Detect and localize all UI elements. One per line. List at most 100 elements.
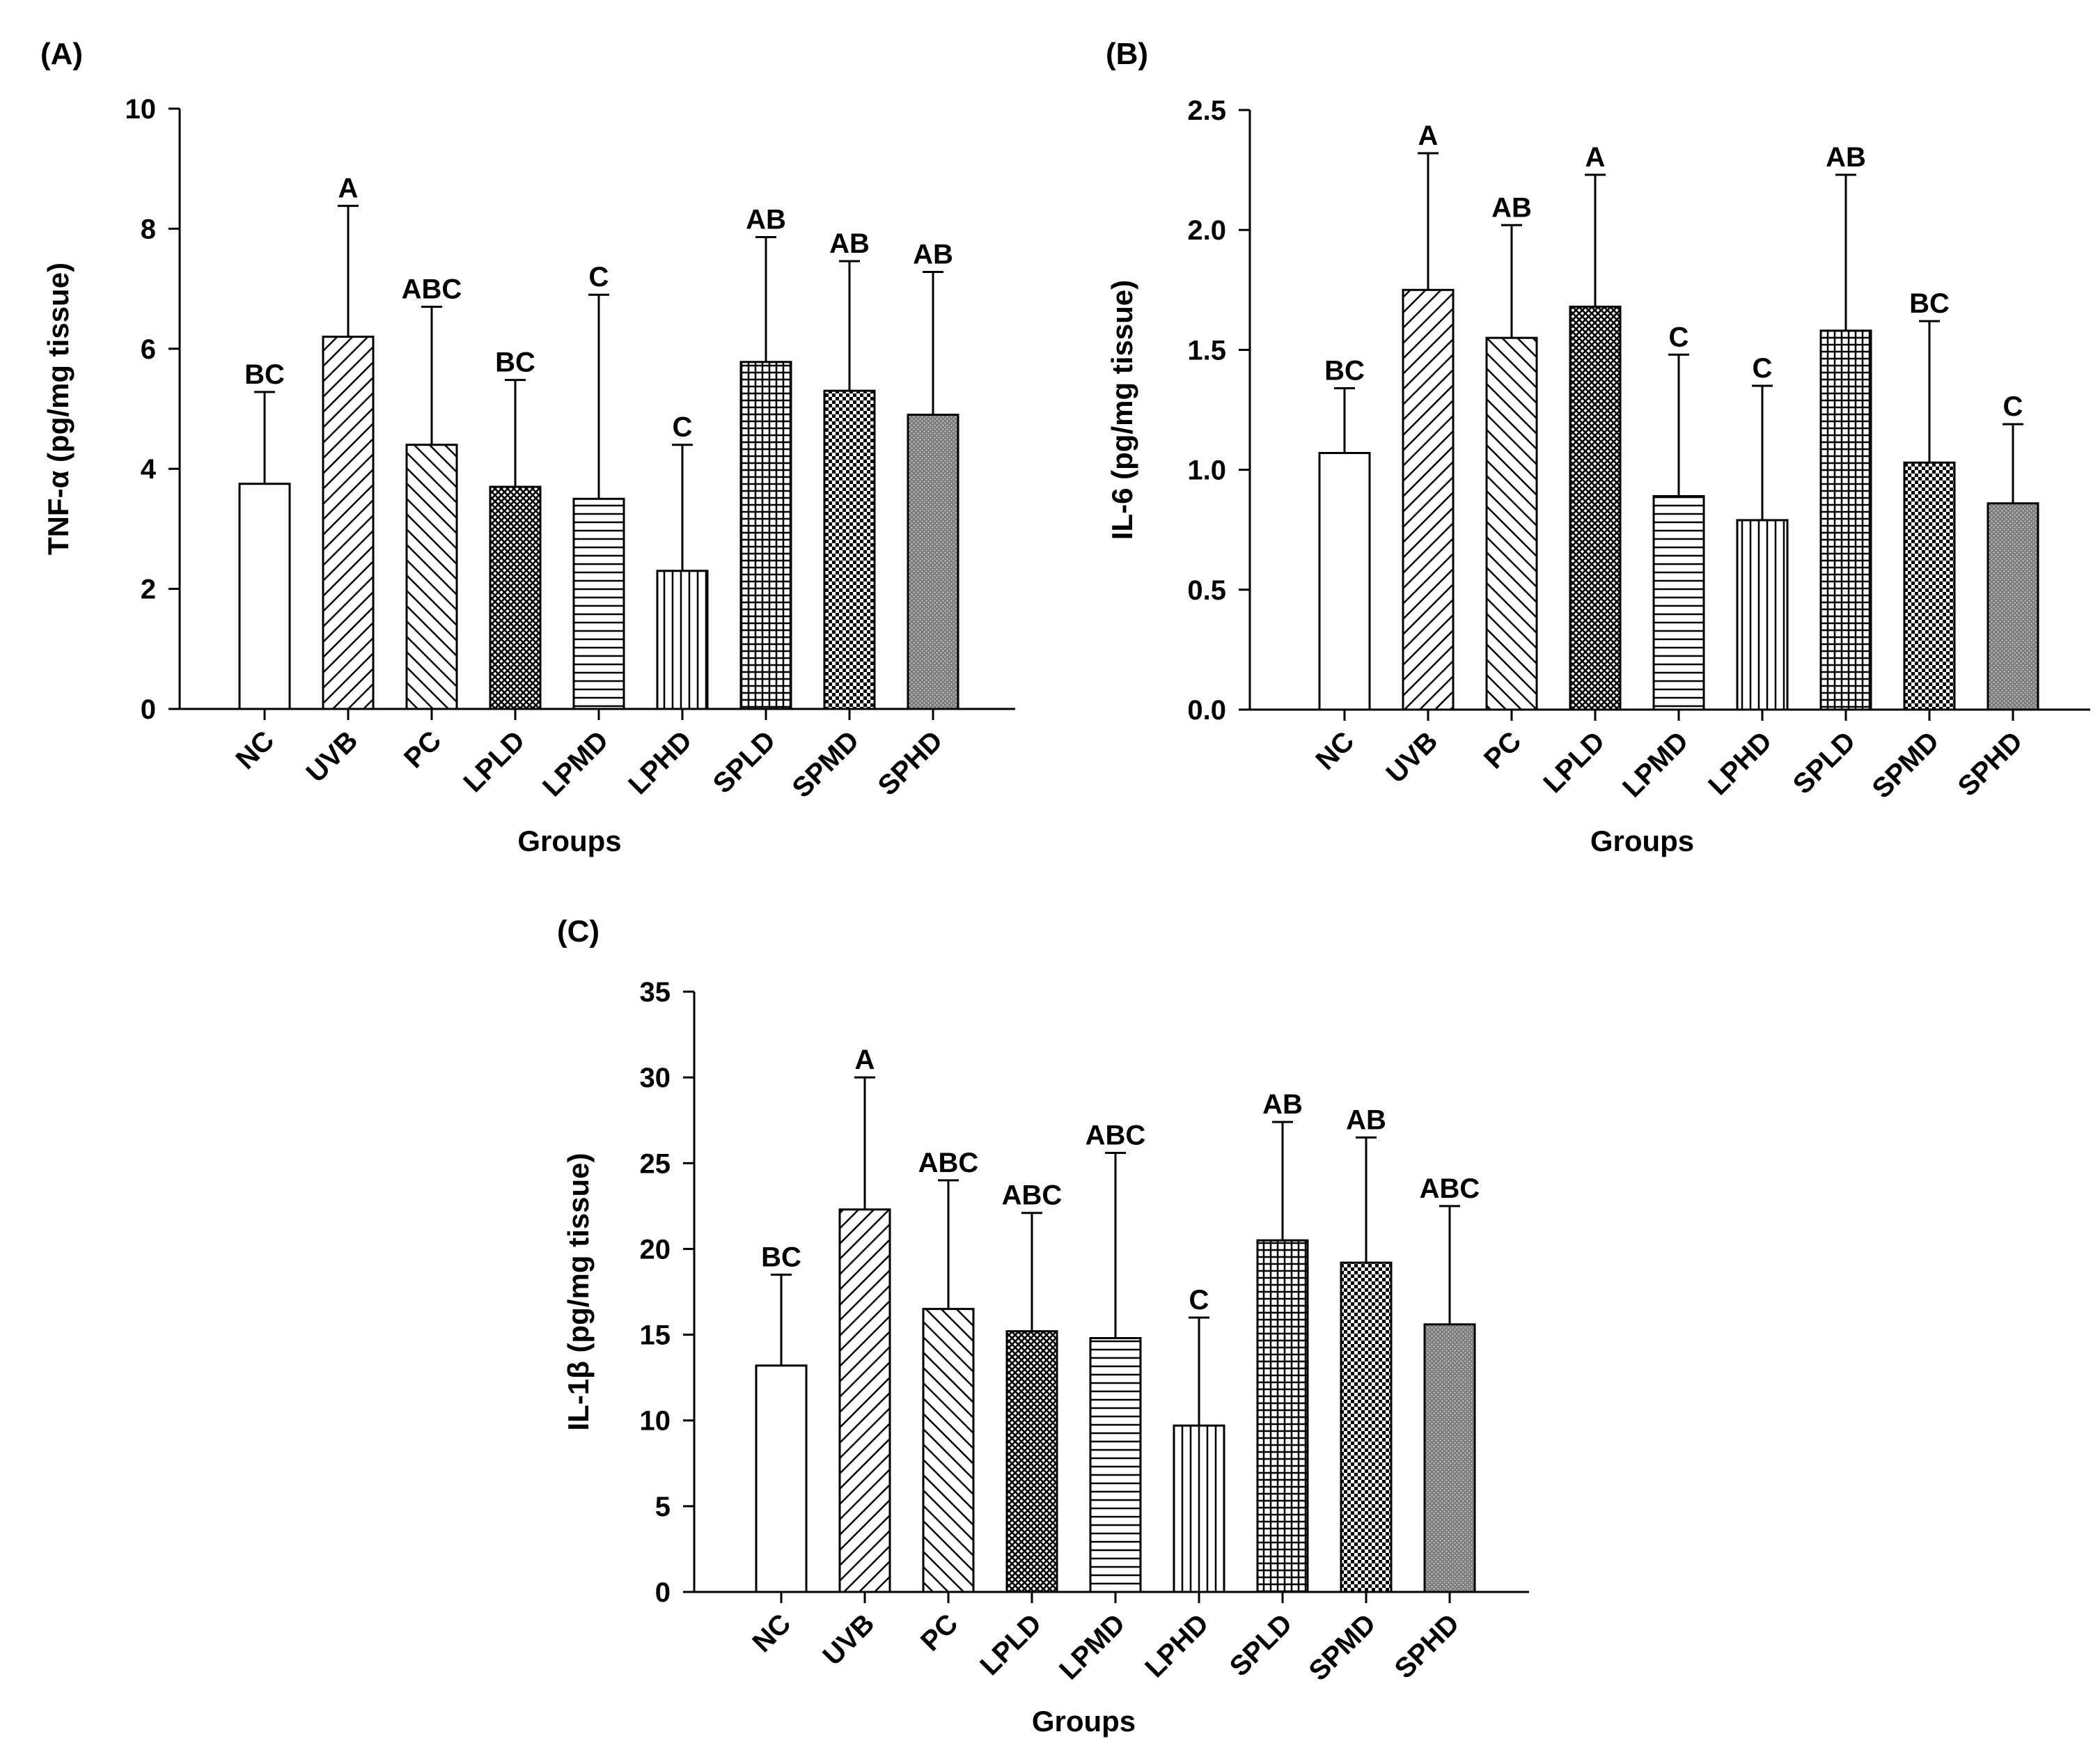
bar-lpmd [572,497,625,710]
significance-label: C [1669,322,1689,352]
significance-label: BC [761,1242,801,1272]
x-tick-label: LPHD [1139,1608,1214,1683]
x-tick-label: PC [1478,726,1527,774]
bar-lphd [1173,1424,1225,1593]
y-tick-label: 0.0 [1187,695,1226,726]
y-tick-label: 1.0 [1187,455,1226,486]
x-tick-label: LPMD [1617,726,1694,803]
significance-label: ABC [1086,1120,1146,1151]
bar-spld [739,361,792,710]
bar-spmd [1903,461,1956,711]
bar-pc [405,444,458,710]
x-tick-label: LPHD [622,725,698,800]
bar-pc [922,1308,975,1593]
significance-label: AB [1826,142,1866,173]
y-tick-label: 35 [640,977,671,1008]
significance-label: AB [746,204,786,235]
bar-sphd [1987,502,2039,711]
bar-lphd [1736,519,1789,711]
y-tick-label: 0 [141,694,156,725]
significance-label: ABC [1420,1173,1480,1204]
y-tick-label: 5 [655,1492,671,1522]
y-tick-label: 10 [640,1406,671,1437]
bar-uvb [322,336,375,710]
bar-nc [238,483,291,710]
y-tick-label: 2.5 [1187,95,1226,126]
significance-label: AB [1262,1089,1303,1120]
bar-spmd [1340,1261,1393,1593]
x-tick-label: SPLD [707,725,782,799]
bar-lpld [1569,305,1622,711]
bar-lphd [656,570,709,710]
y-axis-title: IL-6 (pg/mg tissue) [1106,280,1138,540]
significance-label: A [1418,120,1439,151]
significance-label: A [1585,142,1606,173]
x-tick-label: UVB [301,725,364,788]
y-axis-title: IL-1β (pg/mg tissue) [562,1153,595,1431]
bar-lpmd [1089,1336,1142,1593]
bar-lpld [489,485,542,710]
y-tick-label: 0 [655,1577,671,1608]
x-axis-title: Groups [1590,825,1694,857]
significance-label: C [589,262,609,292]
x-tick-label: SPMD [1867,726,1945,804]
significance-label: BC [244,359,285,390]
bar-pc [1485,336,1538,711]
x-tick-label: NC [1310,726,1360,776]
bar-nc [755,1364,808,1593]
panel-c: (C)05101520253035BCNCAUVBABCPCABCLPLDABC… [557,914,1529,1738]
x-tick-label: SPMD [787,725,865,804]
bar-lpld [1005,1330,1058,1593]
x-tick-label: UVB [817,1608,881,1671]
bar-uvb [1402,288,1455,711]
x-tick-label: SPHD [1389,1608,1466,1685]
x-tick-label: LPHD [1702,726,1778,801]
y-tick-label: 15 [640,1320,671,1351]
significance-label: ABC [918,1148,979,1178]
panel-label: (C) [557,914,600,948]
bar-spld [1819,329,1872,711]
significance-label: ABC [402,274,462,304]
x-axis-title: Groups [517,825,621,857]
y-tick-label: 10 [125,94,157,125]
x-tick-label: NC [230,725,280,775]
x-tick-label: SPHD [1952,726,2029,802]
x-tick-label: NC [746,1608,797,1658]
bar-uvb [838,1208,891,1593]
bar-sphd [907,414,959,710]
panel-a: (A) 0 2 4 6 8 10 BC NC A UVB ABC PC BC LPLD C LPMD C LPHD A… [40,37,1015,857]
significance-label: A [855,1045,875,1075]
y-tick-label: 30 [640,1063,671,1093]
y-axis-title: TNF-α (pg/mg tissue) [42,263,75,555]
y-tick-label: 20 [640,1234,671,1265]
x-tick-label: LPMD [537,725,614,802]
significance-label: C [1189,1285,1209,1315]
y-tick-label: 6 [141,334,156,365]
bar-spld [1256,1239,1309,1593]
significance-label: AB [1491,192,1532,223]
y-tick-label: 4 [141,454,157,485]
significance-label: C [2003,391,2023,422]
y-tick-label: 2 [141,575,156,605]
bar-lpmd [1652,494,1705,711]
x-tick-label: UVB [1381,726,1444,789]
x-tick-label: SPMD [1303,1608,1382,1687]
y-tick-label: 25 [640,1148,671,1179]
significance-label: BC [1909,288,1950,319]
x-tick-label: SPLD [1224,1608,1299,1682]
y-tick-label: 2.0 [1187,215,1226,246]
panel-label: (B) [1106,37,1148,71]
significance-label: AB [913,239,953,270]
significance-label: AB [829,228,870,259]
x-tick-label: SPLD [1787,726,1862,800]
x-tick-label: PC [915,1608,964,1657]
significance-label: ABC [1002,1180,1063,1211]
x-tick-label: LPLD [1537,726,1611,799]
significance-label: C [1753,353,1773,384]
x-tick-label: SPHD [872,725,949,802]
x-tick-label: LPLD [974,1608,1047,1681]
y-tick-label: 1.5 [1187,335,1226,366]
significance-label: C [673,412,693,443]
x-tick-label: PC [398,725,447,774]
